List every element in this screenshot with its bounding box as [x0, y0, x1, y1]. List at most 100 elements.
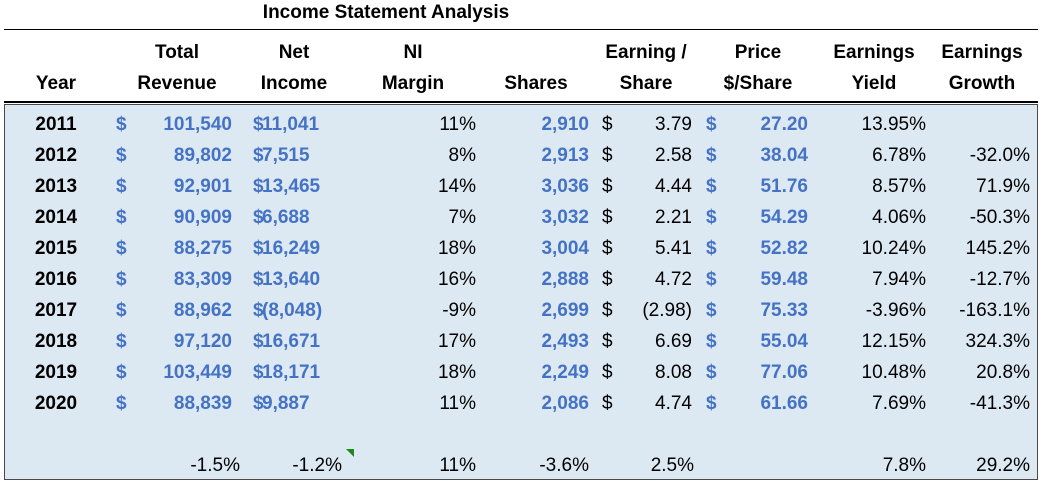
cell-revenue-currency[interactable]: $ [116, 393, 127, 414]
cell-revenue[interactable]: 83,309 [173, 269, 232, 290]
cell-net-income[interactable]: 16,671 [262, 331, 321, 352]
cell-revenue[interactable]: 88,275 [173, 238, 232, 259]
cell-eps-currency[interactable]: $ [602, 238, 613, 259]
cell-net-income-currency[interactable]: $ [253, 145, 264, 166]
cell-eps-currency[interactable]: $ [602, 393, 613, 414]
cell-year[interactable]: 2014 [34, 207, 78, 228]
cell-price[interactable]: 61.66 [760, 393, 808, 414]
header-year[interactable]: Year [20, 37, 92, 99]
cell-shares[interactable]: 2,086 [541, 393, 589, 414]
cell-eps[interactable]: 3.79 [655, 114, 692, 135]
cell-price-currency[interactable]: $ [706, 362, 717, 383]
cell-revenue[interactable]: 97,120 [173, 331, 232, 352]
cell-net-income[interactable]: 13,640 [262, 269, 321, 290]
cell-revenue[interactable]: 103,449 [163, 362, 232, 383]
cell-price[interactable]: 51.76 [760, 176, 808, 197]
cell-price[interactable]: 75.33 [760, 300, 808, 321]
cell-eps[interactable]: 6.69 [655, 331, 692, 352]
cell-earnings-yield[interactable]: 13.95% [861, 114, 926, 135]
cell-year[interactable]: 2017 [34, 300, 78, 321]
header-ni-margin[interactable]: NI Margin [368, 37, 458, 99]
cell-ni-margin[interactable]: -9% [442, 300, 476, 321]
cell-eps[interactable]: 4.72 [655, 269, 692, 290]
cell-shares[interactable]: 2,913 [541, 145, 589, 166]
cell-year[interactable]: 2019 [34, 362, 78, 383]
cell-net-income[interactable]: 7,515 [262, 145, 310, 166]
cell-earnings-growth[interactable]: -163.1% [959, 300, 1030, 321]
cell-eps[interactable]: (2.98) [642, 300, 692, 321]
cell-shares[interactable]: 3,004 [541, 238, 589, 259]
summary-avg-margin[interactable]: 11% [439, 455, 476, 476]
cell-net-income[interactable]: 6,688 [262, 207, 310, 228]
cell-earnings-yield[interactable]: 10.24% [861, 238, 926, 259]
cell-eps[interactable]: 4.74 [655, 393, 692, 414]
cell-shares[interactable]: 2,699 [541, 300, 589, 321]
header-net-income[interactable]: Net Income [248, 37, 340, 99]
cell-earnings-yield[interactable]: 7.94% [872, 269, 926, 290]
cell-earnings-growth[interactable]: -32.0% [969, 145, 1030, 166]
cell-eps-currency[interactable]: $ [602, 362, 613, 383]
cell-ni-margin[interactable]: 8% [448, 145, 476, 166]
cell-earnings-yield[interactable]: 7.69% [872, 393, 926, 414]
header-shares[interactable]: Shares [495, 37, 577, 99]
cell-ni-margin[interactable]: 16% [437, 269, 476, 290]
cell-net-income-currency[interactable]: $ [253, 331, 264, 352]
cell-price-currency[interactable]: $ [706, 207, 717, 228]
cell-revenue-currency[interactable]: $ [116, 207, 127, 228]
cell-net-income[interactable]: 9,887 [262, 393, 310, 414]
cell-price[interactable]: 54.29 [760, 207, 808, 228]
cell-earnings-yield[interactable]: -3.96% [865, 300, 926, 321]
cell-price[interactable]: 38.04 [760, 145, 808, 166]
cell-revenue-currency[interactable]: $ [116, 114, 127, 135]
cell-net-income-currency[interactable]: $ [253, 393, 264, 414]
cell-earnings-growth[interactable]: 145.2% [965, 238, 1030, 259]
cell-earnings-growth[interactable]: -50.3% [969, 207, 1030, 228]
cell-eps[interactable]: 8.08 [655, 362, 692, 383]
cell-revenue-currency[interactable]: $ [116, 176, 127, 197]
header-price[interactable]: Price $/Share [708, 37, 808, 99]
cell-net-income-currency[interactable]: $ [253, 176, 264, 197]
cell-revenue[interactable]: 88,962 [173, 300, 232, 321]
cell-eps-currency[interactable]: $ [602, 207, 613, 228]
cell-ni-margin[interactable]: 11% [439, 114, 476, 135]
cell-shares[interactable]: 3,032 [541, 207, 589, 228]
cell-net-income[interactable]: 18,171 [262, 362, 321, 383]
summary-shares-change[interactable]: -3.6% [539, 455, 589, 476]
cell-net-income-currency[interactable]: $ [253, 114, 264, 135]
cell-revenue[interactable]: 88,839 [173, 393, 232, 414]
cell-shares[interactable]: 3,036 [541, 176, 589, 197]
cell-revenue-currency[interactable]: $ [116, 145, 127, 166]
summary-eps-cagr[interactable]: 2.5% [650, 455, 694, 476]
cell-net-income[interactable]: 13,465 [262, 176, 321, 197]
cell-eps[interactable]: 2.21 [655, 207, 692, 228]
cell-eps-currency[interactable]: $ [602, 331, 613, 352]
cell-eps[interactable]: 2.58 [655, 145, 692, 166]
cell-price-currency[interactable]: $ [706, 331, 717, 352]
cell-year[interactable]: 2013 [34, 176, 78, 197]
cell-year[interactable]: 2015 [34, 238, 78, 259]
cell-revenue[interactable]: 89,802 [173, 145, 232, 166]
cell-year[interactable]: 2011 [35, 114, 77, 135]
cell-net-income-currency[interactable]: $ [253, 362, 264, 383]
cell-year[interactable]: 2016 [34, 269, 78, 290]
cell-ni-margin[interactable]: 18% [437, 238, 476, 259]
cell-revenue-currency[interactable]: $ [116, 300, 127, 321]
cell-net-income[interactable]: (8,048) [262, 300, 323, 321]
cell-net-income-currency[interactable]: $ [253, 269, 264, 290]
header-eps[interactable]: Earning / Share [596, 37, 696, 99]
cell-net-income-currency[interactable]: $ [253, 300, 264, 321]
cell-price[interactable]: 59.48 [760, 269, 808, 290]
cell-earnings-yield[interactable]: 6.78% [872, 145, 926, 166]
cell-earnings-growth[interactable]: -12.7% [969, 269, 1030, 290]
header-earnings-yield[interactable]: Earnings Yield [826, 37, 922, 99]
cell-earnings-growth[interactable] [934, 112, 1030, 138]
cell-earnings-growth[interactable]: 324.3% [965, 331, 1030, 352]
cell-earnings-growth[interactable]: 71.9% [976, 176, 1030, 197]
cell-year[interactable]: 2012 [34, 145, 78, 166]
cell-ni-margin[interactable]: 18% [437, 362, 476, 383]
cell-net-income-currency[interactable]: $ [253, 238, 264, 259]
summary-revenue-cagr[interactable]: -1.5% [190, 455, 240, 476]
cell-price[interactable]: 27.20 [760, 114, 808, 135]
cell-shares[interactable]: 2,910 [541, 114, 589, 135]
cell-eps[interactable]: 4.44 [655, 176, 692, 197]
